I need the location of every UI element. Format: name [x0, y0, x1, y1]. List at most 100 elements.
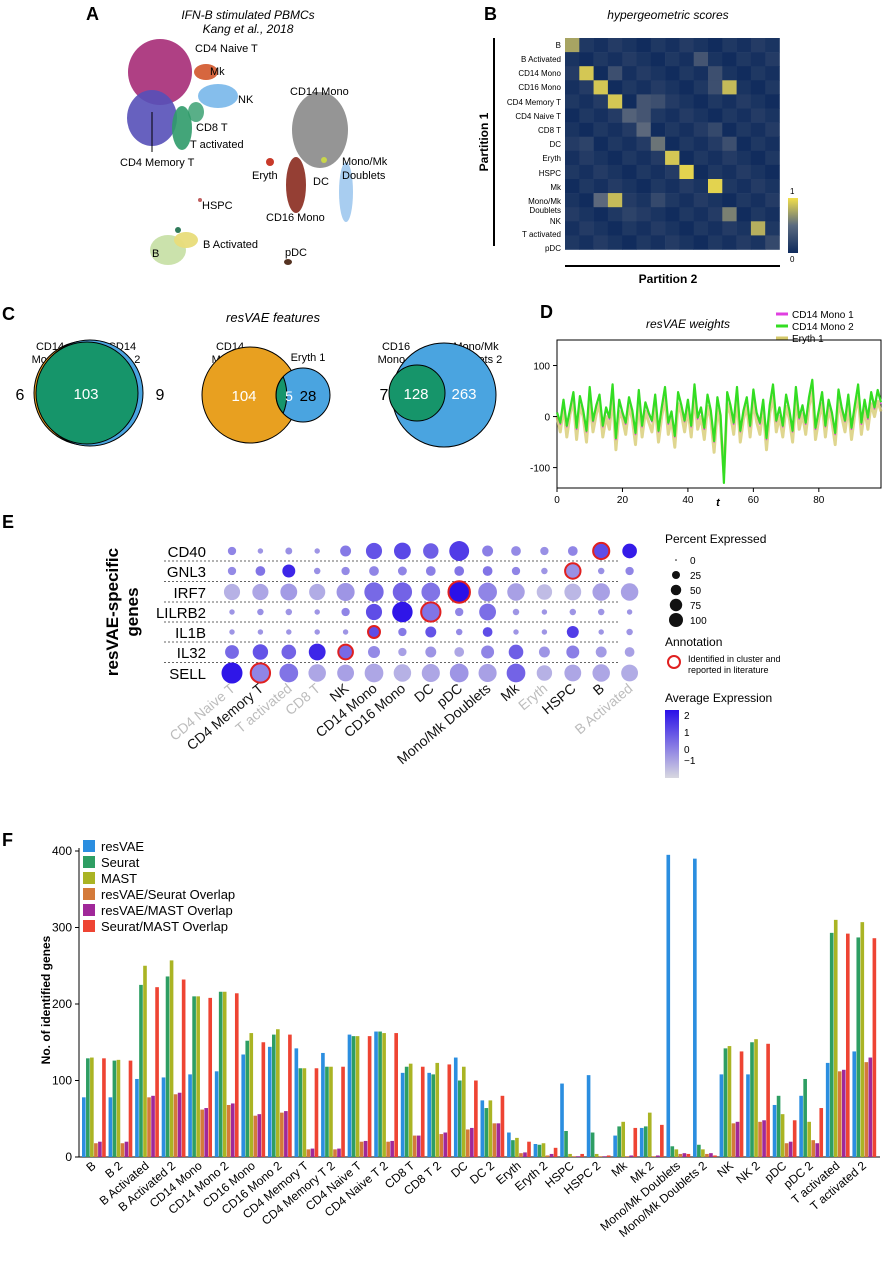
avg-legend-ticks: 2 1 0−1: [684, 711, 696, 767]
heatmap-cell: [679, 164, 694, 180]
dot: [337, 643, 354, 661]
heatmap-cell: [765, 164, 780, 180]
heatmap-row-label: pDC: [545, 244, 561, 253]
venn2-overlap: [275, 375, 288, 415]
label-mono-mk: Mono/Mk: [342, 156, 388, 168]
bar: [234, 993, 239, 1157]
x-tick-label: 40: [682, 495, 694, 506]
dot: [482, 627, 493, 637]
bar: [719, 1074, 724, 1157]
bar: [196, 996, 200, 1157]
bar: [218, 991, 223, 1157]
bar: [488, 1100, 493, 1157]
heatmap-cell: [636, 164, 652, 180]
dot: [624, 647, 635, 657]
gene-label: IL32: [177, 645, 206, 662]
heatmap-cell: [565, 235, 580, 250]
bar: [321, 1052, 325, 1157]
heatmap-cell: [650, 94, 666, 109]
heatmap-cell: [565, 207, 580, 222]
bar: [754, 1039, 758, 1157]
heatmap-cell: [665, 94, 680, 109]
dot: [229, 609, 235, 615]
bar: [799, 1095, 803, 1157]
dot: [508, 644, 524, 660]
heatmap-cell: [636, 94, 652, 109]
bar: [709, 1153, 713, 1157]
heatmap-cell: [650, 52, 666, 67]
bar: [261, 1042, 266, 1157]
heatmap-cell: [622, 136, 637, 152]
heatmap-cell: [593, 52, 609, 67]
bar: [660, 1124, 664, 1157]
label-cd16-mono: CD16 Mono: [266, 212, 325, 224]
bar: [143, 965, 147, 1157]
x-tick-label: 80: [813, 495, 825, 506]
bar: [135, 1078, 139, 1157]
bar: [639, 1127, 644, 1157]
dot: [622, 543, 637, 559]
heatmap-cell: [736, 52, 752, 67]
heatmap-cell: [693, 108, 709, 123]
bar: [439, 1134, 444, 1157]
heatmap-cell: [636, 150, 652, 166]
heatmap-cell: [679, 108, 694, 123]
heatmap-cell: [736, 94, 752, 109]
dot: [369, 566, 379, 576]
bar: [523, 1152, 527, 1157]
dot: [478, 663, 497, 683]
bar: [457, 1080, 462, 1157]
dot: [393, 664, 412, 682]
heatmap-cell: [650, 108, 666, 123]
heatmap-cell: [736, 136, 752, 152]
avg-legend-tick: 1: [684, 728, 690, 739]
heatmap-cell: [665, 150, 680, 166]
category-label: B: [83, 1159, 98, 1175]
venn-cd14-mono1-vs-eryth1: CD14 Mono 1 vs Eryth 1 104 5 28: [201, 341, 331, 444]
panel-f-letter: F: [2, 830, 13, 850]
venn3-left-line1: CD16: [382, 341, 410, 353]
line-plot-axes: 100 0 -100 0 20 40 60 80: [530, 362, 825, 506]
dot: [314, 609, 320, 615]
bar: [124, 1141, 129, 1157]
bar: [606, 1155, 611, 1157]
heatmap-cell: [636, 193, 652, 208]
legend-label: resVAE: [101, 839, 144, 854]
bar: [173, 1094, 178, 1157]
bar: [766, 1043, 770, 1157]
bar: [496, 1123, 501, 1157]
bar: [128, 1060, 133, 1157]
dot: [541, 567, 548, 575]
bar: [337, 1148, 341, 1157]
panel-b-letter: B: [484, 4, 497, 24]
heatmap-cell: [722, 207, 737, 222]
heatmap-row-label: B: [556, 41, 561, 50]
heatmap-cell: [593, 235, 609, 250]
dot: [221, 662, 243, 684]
heatmap-cell: [665, 66, 680, 81]
bar: [116, 1059, 121, 1157]
bar: [772, 1104, 777, 1157]
umap-scatter: [127, 39, 353, 265]
panel-e-letter: E: [2, 512, 14, 532]
heatmap-cell: [607, 122, 623, 137]
heatmap-cell: [579, 221, 594, 236]
cluster-cd8-t: [172, 106, 192, 150]
label-cd4-memory-t: CD4 Memory T: [120, 157, 195, 169]
dot: [454, 647, 465, 657]
heatmap-cell: [750, 150, 766, 166]
heatmap-cell: [765, 66, 780, 81]
heatmap-cell: [708, 122, 723, 137]
scale-max-label: 1: [790, 187, 795, 196]
dot: [592, 541, 611, 561]
dot: [225, 645, 239, 659]
heatmap-cell: [650, 122, 666, 137]
heatmap-cell: [593, 164, 609, 180]
heatmap-cell: [636, 221, 652, 236]
heatmap-cell: [708, 207, 723, 222]
panel-e: E resVAE-specific genes CD40 GNL3 IRF7 LILR…: [2, 512, 781, 778]
heatmap-cell: [750, 38, 766, 53]
bar: [329, 1066, 333, 1157]
heatmap-cell: [765, 80, 780, 95]
bar: [735, 1121, 740, 1157]
